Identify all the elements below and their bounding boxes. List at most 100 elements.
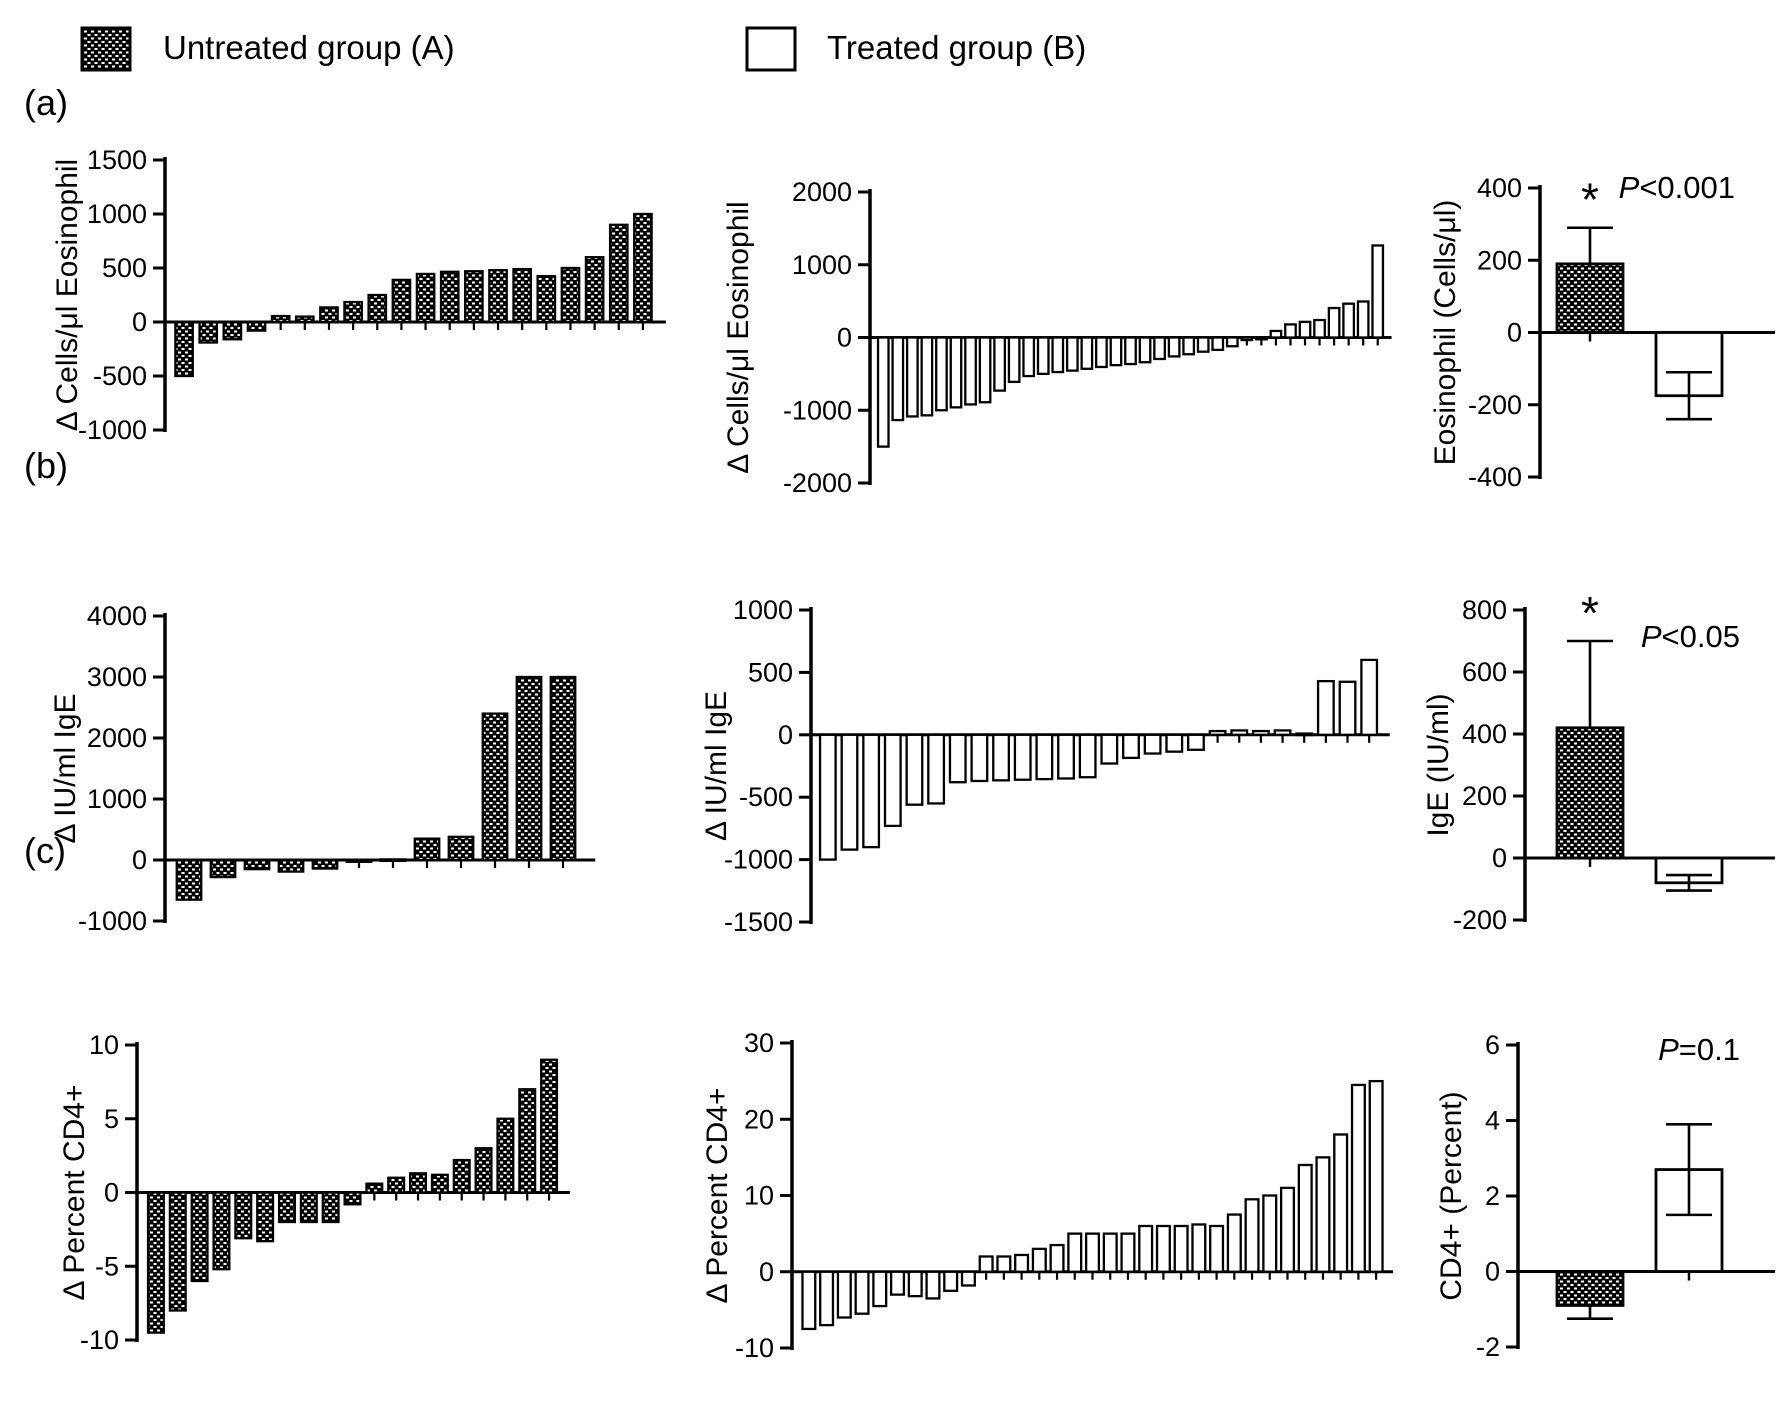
waterfall-chart-c-untreated: 10 5 0 -5 -10 Δ Percent CD4+ <box>58 1030 570 1355</box>
bar <box>1120 1232 1136 1273</box>
bar <box>1165 733 1184 753</box>
bar <box>1230 729 1249 736</box>
bar <box>1138 1224 1154 1273</box>
y-tick-label: 1500 <box>87 145 147 175</box>
mean-bar <box>1555 262 1625 334</box>
y-tick-label: -500 <box>93 361 147 391</box>
y-tick-label: -5 <box>95 1251 119 1281</box>
y-axis-label: Δ Percent CD4+ <box>701 1088 734 1304</box>
bar <box>321 1191 340 1224</box>
bar <box>1022 336 1036 378</box>
y-tick-label: -200 <box>1453 905 1507 935</box>
y-tick-label: 0 <box>759 1257 774 1287</box>
y-tick-label: 0 <box>778 720 793 750</box>
bar <box>819 1270 835 1327</box>
bar <box>212 1191 231 1271</box>
bar <box>540 1058 559 1194</box>
bar <box>1138 336 1152 364</box>
bar <box>146 1191 165 1334</box>
y-tick-label: 200 <box>1462 781 1507 811</box>
y-tick-label: 3000 <box>87 662 147 692</box>
bar <box>883 733 902 828</box>
y-tick-label: 2 <box>1485 1181 1500 1211</box>
bar <box>1155 1224 1171 1273</box>
bar <box>927 733 946 805</box>
bar <box>920 336 934 417</box>
bar <box>198 320 219 344</box>
bar <box>1036 336 1050 376</box>
y-tick-label: 1000 <box>87 784 147 814</box>
bar <box>935 336 948 412</box>
bar <box>379 858 407 863</box>
bar <box>345 858 373 863</box>
bar <box>1080 336 1094 370</box>
bar <box>439 270 460 324</box>
y-axis-label: Δ IU/ml IgE <box>49 693 82 843</box>
bar <box>943 1270 959 1292</box>
bar <box>299 1191 318 1224</box>
y-tick-label: 1000 <box>792 250 852 280</box>
bar <box>560 266 581 324</box>
y-tick-label: 10 <box>744 1181 774 1211</box>
y-axis-label: Δ Cells/μl Eosinophil <box>51 159 84 431</box>
bar <box>1065 336 1079 372</box>
bar <box>1122 733 1140 760</box>
y-axis-label: CD4+ (Percent) <box>1435 1091 1468 1300</box>
bar <box>1371 244 1385 339</box>
y-tick-label: 0 <box>837 323 852 353</box>
bar <box>905 336 919 418</box>
bar <box>1342 302 1356 339</box>
legend-untreated-label: Untreated group (A) <box>163 29 455 66</box>
y-tick-label: 1000 <box>87 199 147 229</box>
bar <box>801 1270 817 1331</box>
bar <box>948 733 967 784</box>
bar <box>1196 336 1210 353</box>
waterfall-chart-b-untreated: 4000 3000 2000 1000 0 -1000 Δ IU/ml IgE <box>49 601 596 936</box>
panel-letter-a: (a) <box>24 82 68 123</box>
bar <box>1240 336 1254 342</box>
bar <box>1067 1232 1083 1273</box>
bar <box>415 272 436 324</box>
bar <box>1350 1083 1366 1273</box>
bar <box>1013 733 1032 781</box>
bar <box>488 269 508 324</box>
y-axis-label: Δ IU/ml IgE <box>700 691 733 841</box>
bar <box>1368 1079 1384 1273</box>
y-tick-label: 0 <box>132 845 147 875</box>
bar <box>964 336 977 406</box>
y-tick-label: -1000 <box>724 845 793 875</box>
y-tick-label: 0 <box>1507 318 1522 348</box>
bar <box>1225 336 1239 348</box>
y-tick-label: 400 <box>1462 719 1507 749</box>
p-value-label: P<0.05 <box>1641 619 1740 654</box>
bar <box>343 300 363 324</box>
bar <box>222 320 243 341</box>
y-axis-label: IgE (IU/ml) <box>1422 693 1455 836</box>
y-tick-label: 2000 <box>87 723 147 753</box>
bar <box>1182 336 1196 356</box>
mean-bar <box>1555 1270 1625 1307</box>
y-tick-label: 10 <box>89 1030 119 1060</box>
treated-white-swatch-icon <box>745 26 797 72</box>
bar <box>992 733 1011 782</box>
bar <box>1316 679 1335 736</box>
bar <box>836 1270 852 1319</box>
bar <box>889 1270 906 1296</box>
bar <box>277 1191 296 1224</box>
bar <box>512 267 533 324</box>
y-axis-label: Δ Percent CD4+ <box>58 1085 91 1301</box>
y-tick-label: 0 <box>1492 843 1507 873</box>
bar <box>996 1255 1012 1273</box>
bar <box>1211 336 1225 352</box>
y-tick-label: 1000 <box>733 595 793 625</box>
bar <box>1208 729 1227 736</box>
bar <box>978 336 992 404</box>
bar <box>1315 1156 1331 1273</box>
bar <box>1049 1243 1065 1273</box>
bar <box>447 835 475 862</box>
bar <box>1186 733 1205 751</box>
bar <box>1360 658 1379 736</box>
bar <box>518 1088 537 1194</box>
bar <box>978 1255 994 1273</box>
